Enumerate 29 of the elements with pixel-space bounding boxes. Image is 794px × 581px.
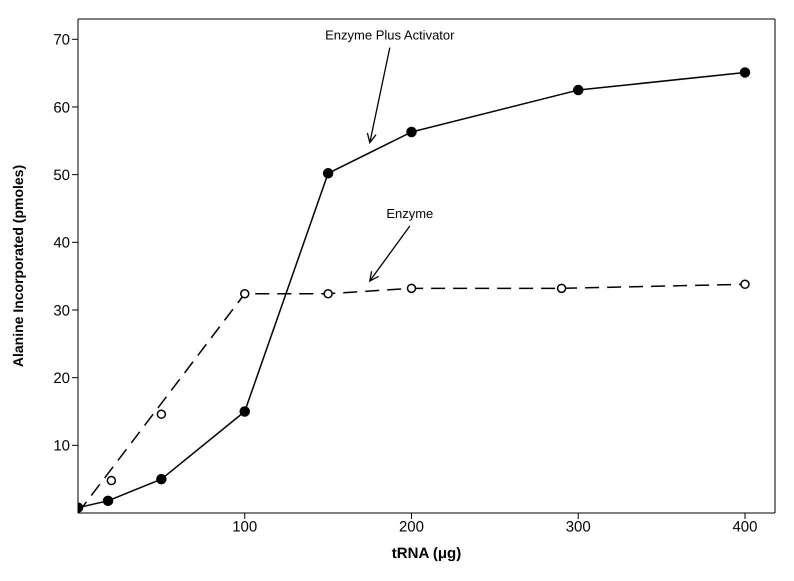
y-tick-label: 70 (53, 32, 70, 49)
x-axis-title: tRNA (μg) (392, 545, 462, 562)
y-tick-label: 10 (53, 438, 70, 455)
x-tick-label: 100 (232, 518, 258, 536)
point (102, 496, 114, 506)
point (323, 288, 333, 298)
point (156, 474, 167, 484)
point (106, 476, 116, 486)
y-axis-title: Alanine Incorporated (pmoles) (10, 164, 26, 368)
x-tick-label: 200 (398, 518, 424, 536)
point (322, 168, 334, 179)
point (406, 126, 417, 138)
y-tick-label: 20 (53, 370, 70, 387)
x-tick-label: 300 (566, 518, 591, 536)
y-tick-label: 30 (53, 302, 70, 320)
y-tick-label: 60 (53, 99, 70, 116)
point (239, 406, 250, 417)
text: Enzyme (386, 206, 434, 222)
point (156, 409, 166, 419)
point (240, 288, 250, 298)
y-tick-label: 50 (53, 166, 70, 184)
y-tick-label: 40 (53, 234, 70, 252)
point (740, 280, 750, 290)
point (572, 84, 584, 96)
point (556, 284, 566, 294)
point (406, 284, 416, 294)
text: Enzyme Plus Activator (325, 28, 456, 43)
x-tick-label: 400 (732, 518, 758, 536)
point (740, 67, 750, 78)
